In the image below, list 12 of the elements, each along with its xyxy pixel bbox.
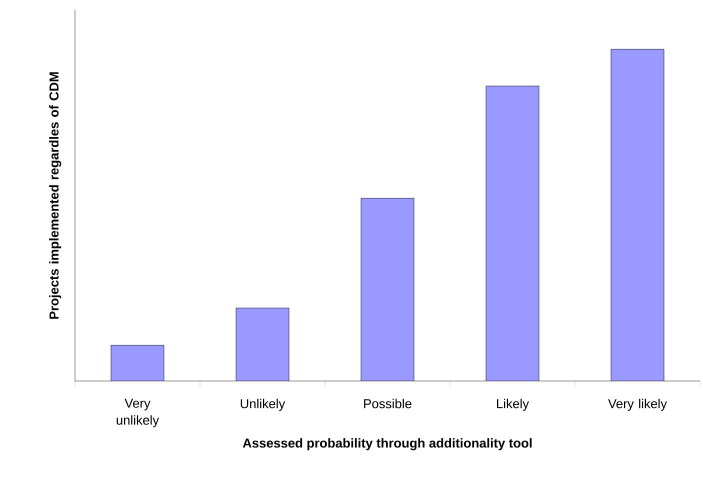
x-tick-label: Likely [497, 398, 530, 411]
x-tick-label: Possible [364, 398, 412, 408]
bar [610, 48, 664, 381]
x-tick-label: Very likely [608, 398, 667, 411]
bar [111, 345, 164, 381]
y-axis-title: Projects implemented regardles of CDM [49, 72, 62, 319]
x-axis-title: Assessed probability through additionality tool [242, 438, 532, 450]
x-tick-label: Very unlikely [116, 398, 160, 428]
x-tick-label: Unlikely [240, 398, 286, 411]
bar [236, 308, 290, 381]
bar [361, 198, 414, 381]
bar [486, 86, 540, 381]
